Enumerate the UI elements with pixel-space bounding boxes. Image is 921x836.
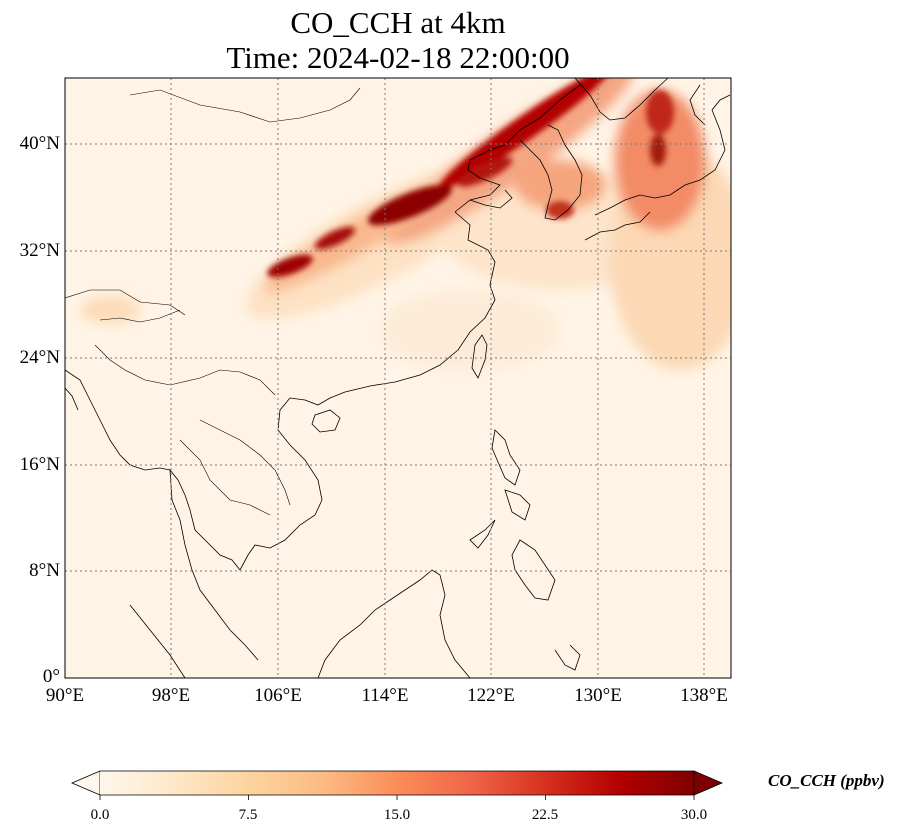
map-frame [64,77,732,679]
lat-label: 16°N [19,454,60,475]
colorbar-tick-label: 22.5 [531,807,559,823]
lat-label: 24°N [19,347,60,368]
colorbar-label: CO_CCH (ppbv) [768,771,885,790]
colorbar-tick-label: 15.0 [383,807,411,823]
lon-label: 114°E [361,685,409,706]
colorbar-tick-label: 7.5 [238,807,258,823]
colorbar-max-extend [693,770,724,796]
colorbar-tick-label: 30.0 [680,807,708,823]
lon-label: 122°E [467,685,515,706]
map-time-subtitle: Time: 2024-02-18 22:00:00 [226,40,570,75]
lon-label: 138°E [680,685,728,706]
colorbar [70,770,724,800]
lon-label: 130°E [574,685,622,706]
lat-label: 0° [42,666,60,687]
lat-label: 8°N [29,560,60,581]
lon-label: 106°E [254,685,302,706]
lon-label: 90°E [45,685,85,706]
colorbar-min-extend [70,770,101,796]
lat-label: 40°N [19,133,60,154]
map-title: CO_CCH at 4km [290,5,506,40]
lat-label: 32°N [19,240,60,261]
colorbar-gradient [100,771,694,795]
gridlines [65,78,731,678]
colorbar-tick-label: 0.0 [90,807,110,823]
lon-label: 98°E [151,685,191,706]
coastlines [65,78,731,678]
co-concentration-field [65,78,731,678]
